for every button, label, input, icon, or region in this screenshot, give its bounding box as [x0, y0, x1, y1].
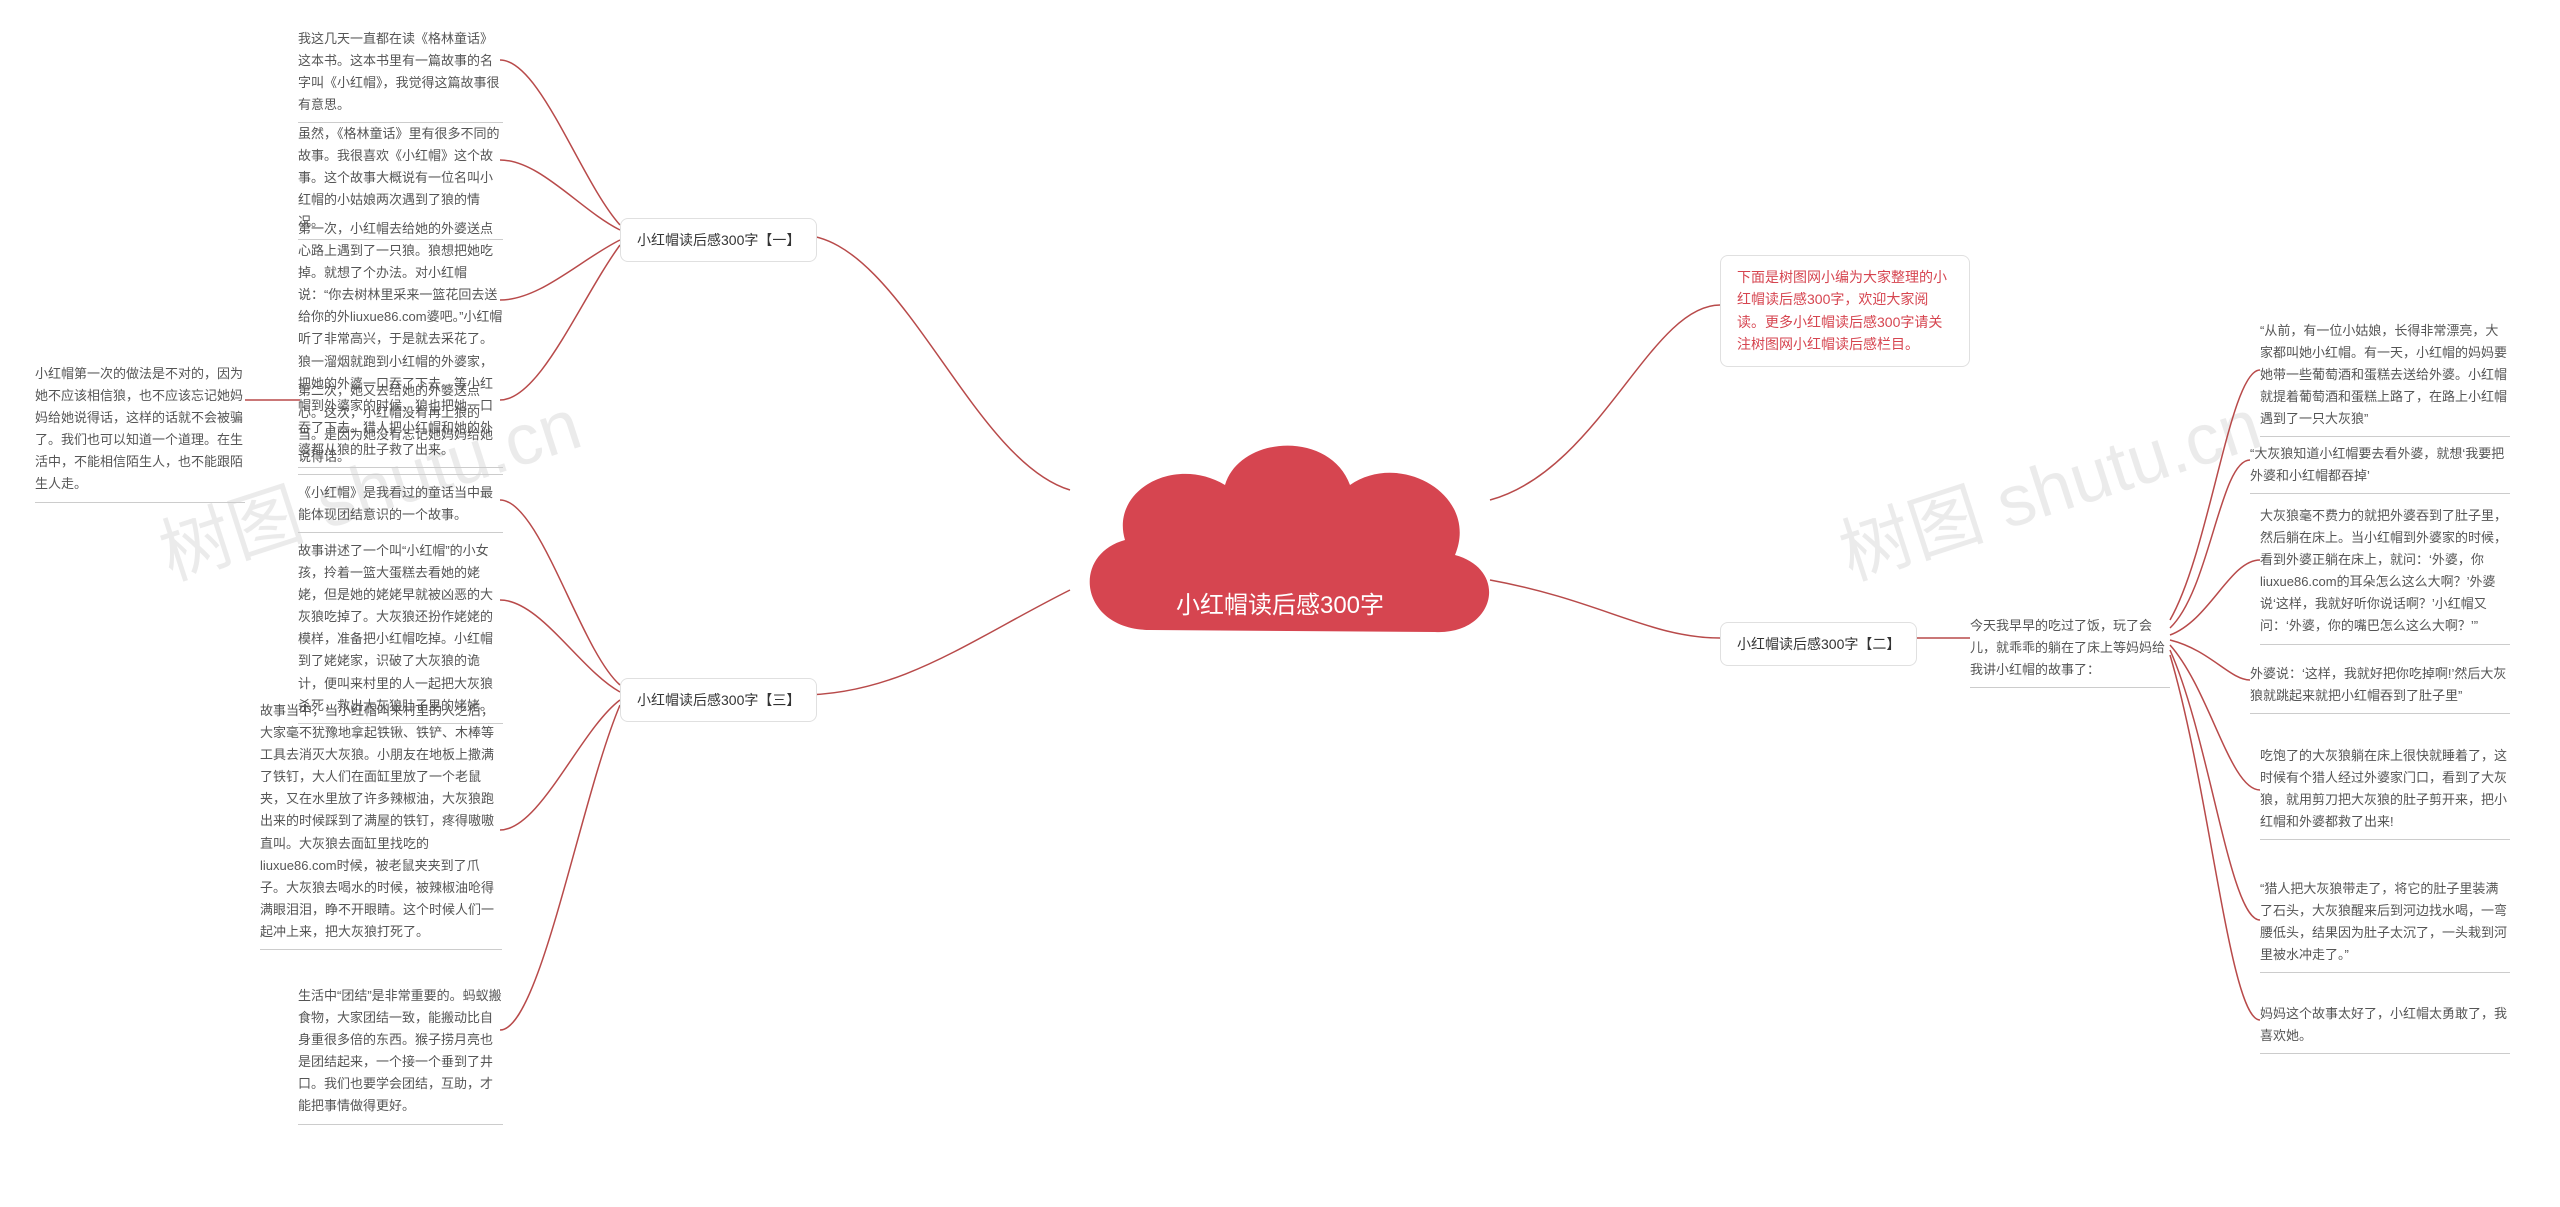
section1-leaf-4-text: 第二次，她又去给她的外婆送点心。这次，小红帽没有再上狼的当。是因为她没有忘记她妈…: [298, 383, 493, 464]
section2-leaf-3: 大灰狼毫不费力的就把外婆吞到了肚子里，然后躺在床上。当小红帽到外婆家的时候，看到…: [2260, 505, 2510, 645]
section2-leaf-7: 妈妈这个故事太好了，小红帽太勇敢了，我喜欢她。: [2260, 1003, 2510, 1054]
section2-leaf-2: “大灰狼知道小红帽要去看外婆，就想‘我要把外婆和小红帽都吞掉’: [2250, 443, 2510, 494]
right-intro-text: 下面是树图网小编为大家整理的小红帽读后感300字，欢迎大家阅读。更多小红帽读后感…: [1737, 269, 1947, 352]
section3-leaf-2: 故事讲述了一个叫“小红帽”的小女孩，拎着一篮大蛋糕去看她的姥姥，但是她的姥姥早就…: [298, 540, 503, 724]
section2-leaf-1-text: “从前，有一位小姑娘，长得非常漂亮，大家都叫她小红帽。有一天，小红帽的妈妈要她带…: [2260, 323, 2507, 426]
section2-leaf-5: 吃饱了的大灰狼躺在床上很快就睡着了，这时候有个猎人经过外婆家门口，看到了大灰狼，…: [2260, 745, 2510, 840]
section2-title-node: 小红帽读后感300字【二】: [1720, 622, 1917, 666]
section2-leaf-1: “从前，有一位小姑娘，长得非常漂亮，大家都叫她小红帽。有一天，小红帽的妈妈要她带…: [2260, 320, 2510, 437]
section2-bridge-text: 今天我早早的吃过了饭，玩了会儿，就乖乖的躺在了床上等妈妈给我讲小红帽的故事了：: [1970, 618, 2165, 677]
section1-aside-text: 小红帽第一次的做法是不对的，因为她不应该相信狼，也不应该忘记她妈妈给她说得话，这…: [35, 366, 243, 491]
section2-leaf-6-text: “猎人把大灰狼带走了，将它的肚子里装满了石头，大灰狼醒来后到河边找水喝，一弯腰低…: [2260, 881, 2507, 962]
section1-leaf-4: 第二次，她又去给她的外婆送点心。这次，小红帽没有再上狼的当。是因为她没有忘记她妈…: [298, 380, 503, 475]
section3-leaf-2-text: 故事讲述了一个叫“小红帽”的小女孩，拎着一篮大蛋糕去看她的姥姥，但是她的姥姥早就…: [298, 543, 493, 713]
section1-title-node: 小红帽读后感300字【一】: [620, 218, 817, 262]
section3-leaf-1-text: 《小红帽》是我看过的童话当中最能体现团结意识的一个故事。: [298, 485, 493, 522]
section3-leaf-4-text: 生活中“团结”是非常重要的。蚂蚁搬食物，大家团结一致，能搬动比自身重很多倍的东西…: [298, 988, 502, 1113]
section1-leaf-1: 我这几天一直都在读《格林童话》这本书。这本书里有一篇故事的名字叫《小红帽》，我觉…: [298, 28, 503, 123]
watermark-2: 树图 shutu.cn: [1824, 365, 2271, 600]
section2-title: 小红帽读后感300字【二】: [1737, 636, 1900, 652]
section2-leaf-4: 外婆说：‘这样，我就好把你吃掉啊!’然后大灰狼就跳起来就把小红帽吞到了肚子里”: [2250, 663, 2510, 714]
section2-leaf-7-text: 妈妈这个故事太好了，小红帽太勇敢了，我喜欢她。: [2260, 1006, 2507, 1043]
section2-leaf-4-text: 外婆说：‘这样，我就好把你吃掉啊!’然后大灰狼就跳起来就把小红帽吞到了肚子里”: [2250, 666, 2506, 703]
section1-aside: 小红帽第一次的做法是不对的，因为她不应该相信狼，也不应该忘记她妈妈给她说得话，这…: [35, 363, 245, 503]
section3-title-node: 小红帽读后感300字【三】: [620, 678, 817, 722]
section1-leaf-2-text: 虽然，《格林童话》里有很多不同的故事。我很喜欢《小红帽》这个故事。这个故事大概说…: [298, 126, 500, 229]
center-node: 小红帽读后感300字: [1040, 400, 1520, 690]
section3-leaf-3: 故事当中，当小红帽叫来村里的人之后，大家毫不犹豫地拿起铁锹、铁铲、木棒等工具去消…: [260, 700, 502, 950]
section3-leaf-1: 《小红帽》是我看过的童话当中最能体现团结意识的一个故事。: [298, 482, 503, 533]
section2-leaf-5-text: 吃饱了的大灰狼躺在床上很快就睡着了，这时候有个猎人经过外婆家门口，看到了大灰狼，…: [2260, 748, 2507, 829]
section2-bridge: 今天我早早的吃过了饭，玩了会儿，就乖乖的躺在了床上等妈妈给我讲小红帽的故事了：: [1970, 615, 2170, 688]
section2-leaf-2-text: “大灰狼知道小红帽要去看外婆，就想‘我要把外婆和小红帽都吞掉’: [2250, 446, 2504, 483]
right-intro-node: 下面是树图网小编为大家整理的小红帽读后感300字，欢迎大家阅读。更多小红帽读后感…: [1720, 255, 1970, 367]
center-title: 小红帽读后感300字: [1040, 585, 1520, 620]
section1-leaf-1-text: 我这几天一直都在读《格林童话》这本书。这本书里有一篇故事的名字叫《小红帽》，我觉…: [298, 31, 500, 112]
section2-leaf-6: “猎人把大灰狼带走了，将它的肚子里装满了石头，大灰狼醒来后到河边找水喝，一弯腰低…: [2260, 878, 2510, 973]
section3-leaf-3-text: 故事当中，当小红帽叫来村里的人之后，大家毫不犹豫地拿起铁锹、铁铲、木棒等工具去消…: [260, 703, 494, 939]
section2-leaf-3-text: 大灰狼毫不费力的就把外婆吞到了肚子里，然后躺在床上。当小红帽到外婆家的时候，看到…: [2260, 508, 2507, 633]
section3-title: 小红帽读后感300字【三】: [637, 692, 800, 708]
section1-title: 小红帽读后感300字【一】: [637, 232, 800, 248]
section3-leaf-4: 生活中“团结”是非常重要的。蚂蚁搬食物，大家团结一致，能搬动比自身重很多倍的东西…: [298, 985, 503, 1125]
